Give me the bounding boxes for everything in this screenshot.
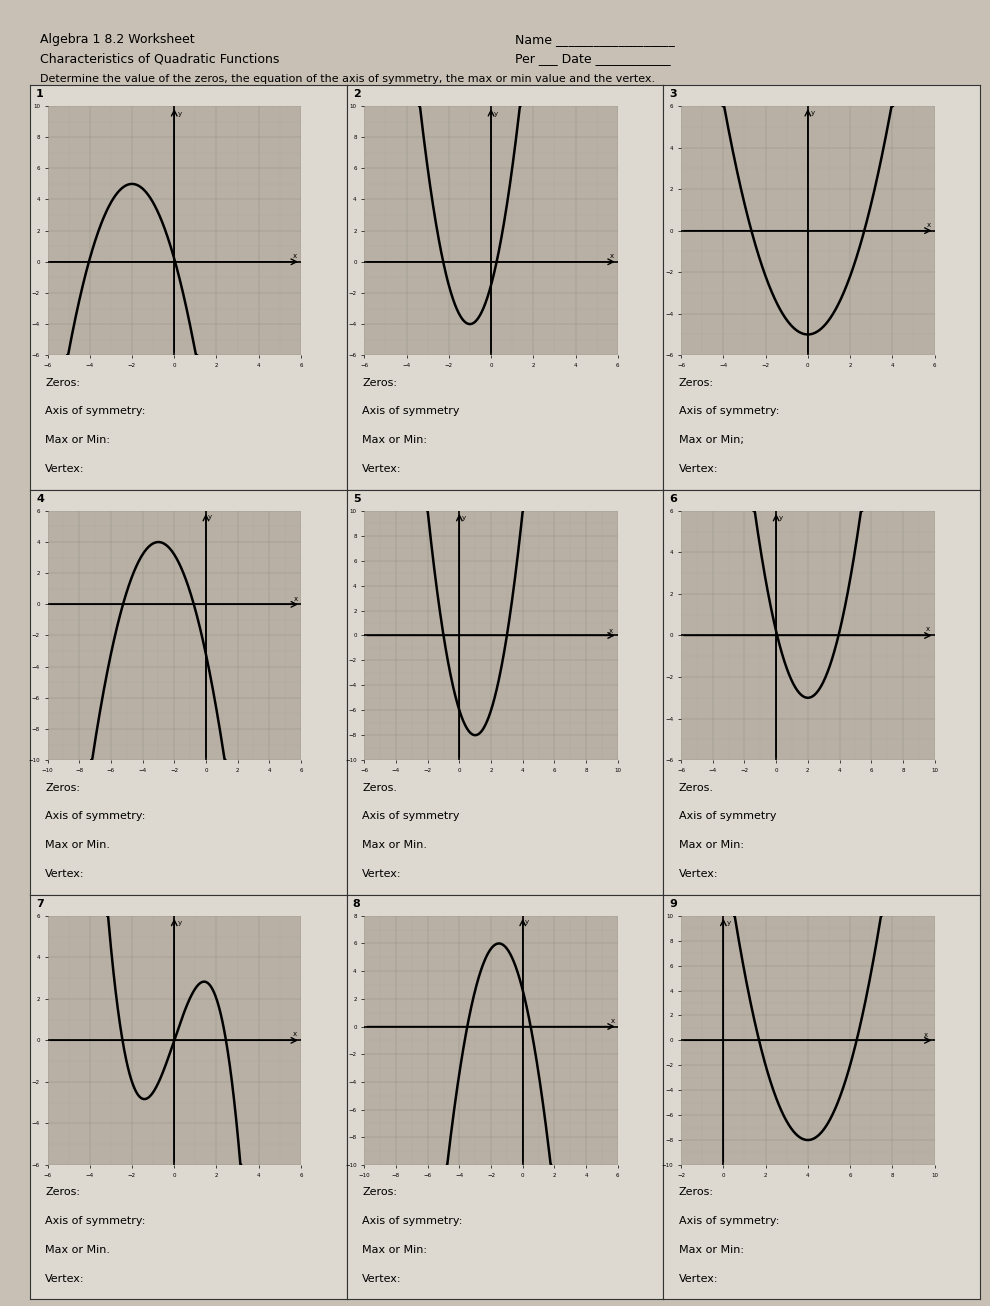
Text: Axis of symmetry:: Axis of symmetry: xyxy=(46,811,146,821)
Text: Vertex:: Vertex: xyxy=(46,464,85,474)
Text: 5: 5 xyxy=(352,494,360,504)
Text: x: x xyxy=(611,1019,615,1024)
Text: Characteristics of Quadratic Functions: Characteristics of Quadratic Functions xyxy=(40,52,279,65)
Text: Axis of symmetry: Axis of symmetry xyxy=(362,406,459,417)
Text: Zeros:: Zeros: xyxy=(679,1187,714,1198)
Text: Max or Min.: Max or Min. xyxy=(46,840,110,850)
Text: Zeros:: Zeros: xyxy=(46,782,80,793)
Text: Zeros.: Zeros. xyxy=(362,782,397,793)
Text: Name ___________________: Name ___________________ xyxy=(515,33,674,46)
Text: Vertex:: Vertex: xyxy=(362,464,402,474)
Text: 4: 4 xyxy=(36,494,44,504)
Text: 8: 8 xyxy=(352,899,360,909)
Text: Zeros:: Zeros: xyxy=(362,1187,397,1198)
Text: 2: 2 xyxy=(352,89,360,99)
Text: Axis of symmetry:: Axis of symmetry: xyxy=(46,406,146,417)
Text: y: y xyxy=(494,111,498,116)
Text: y: y xyxy=(208,513,213,520)
Text: Axis of symmetry:: Axis of symmetry: xyxy=(679,1216,779,1226)
Text: 7: 7 xyxy=(36,899,44,909)
Text: Zeros:: Zeros: xyxy=(362,377,397,388)
Text: y: y xyxy=(778,515,783,521)
Text: Zeros.: Zeros. xyxy=(679,782,714,793)
Text: Determine the value of the zeros, the equation of the axis of symmetry, the max : Determine the value of the zeros, the eq… xyxy=(40,74,654,85)
Text: Zeros:: Zeros: xyxy=(46,1187,80,1198)
Text: x: x xyxy=(293,1032,297,1037)
Text: y: y xyxy=(177,111,181,116)
Text: Max or Min;: Max or Min; xyxy=(679,435,743,445)
Text: Algebra 1 8.2 Worksheet: Algebra 1 8.2 Worksheet xyxy=(40,33,194,46)
Text: 1: 1 xyxy=(36,89,44,99)
Text: x: x xyxy=(924,1033,929,1038)
Text: x: x xyxy=(293,253,297,260)
Text: Vertex:: Vertex: xyxy=(679,464,719,474)
Text: Max or Min:: Max or Min: xyxy=(362,435,427,445)
Text: Axis of symmetry:: Axis of symmetry: xyxy=(679,406,779,417)
Text: Axis of symmetry: Axis of symmetry xyxy=(362,811,459,821)
Text: y: y xyxy=(177,919,181,926)
Text: x: x xyxy=(294,596,298,602)
Text: Max or Min:: Max or Min: xyxy=(46,435,110,445)
Text: Max or Min:: Max or Min: xyxy=(362,1245,427,1255)
Text: Axis of symmetry:: Axis of symmetry: xyxy=(362,1216,462,1226)
Text: Zeros:: Zeros: xyxy=(46,377,80,388)
Text: Max or Min:: Max or Min: xyxy=(679,840,743,850)
Text: Vertex:: Vertex: xyxy=(679,1273,719,1284)
Text: 9: 9 xyxy=(669,899,677,909)
Text: Vertex:: Vertex: xyxy=(362,1273,402,1284)
Text: Per ___ Date ____________: Per ___ Date ____________ xyxy=(515,52,670,65)
Text: Axis of symmetry:: Axis of symmetry: xyxy=(46,1216,146,1226)
Text: y: y xyxy=(727,919,731,926)
Text: 3: 3 xyxy=(669,89,677,99)
Text: Max or Min.: Max or Min. xyxy=(46,1245,110,1255)
Text: y: y xyxy=(811,110,815,116)
Text: Vertex:: Vertex: xyxy=(679,868,719,879)
Text: Max or Min.: Max or Min. xyxy=(362,840,427,850)
Text: Vertex:: Vertex: xyxy=(46,868,85,879)
Text: y: y xyxy=(461,515,466,521)
Text: Axis of symmetry: Axis of symmetry xyxy=(679,811,776,821)
Text: x: x xyxy=(610,253,614,260)
Text: 6: 6 xyxy=(669,494,677,504)
Text: Vertex:: Vertex: xyxy=(362,868,402,879)
Text: x: x xyxy=(609,628,613,633)
Text: Max or Min:: Max or Min: xyxy=(679,1245,743,1255)
Text: Zeros:: Zeros: xyxy=(679,377,714,388)
Text: Vertex:: Vertex: xyxy=(46,1273,85,1284)
Text: x: x xyxy=(926,627,930,632)
Text: y: y xyxy=(525,919,530,925)
Text: x: x xyxy=(927,222,931,227)
